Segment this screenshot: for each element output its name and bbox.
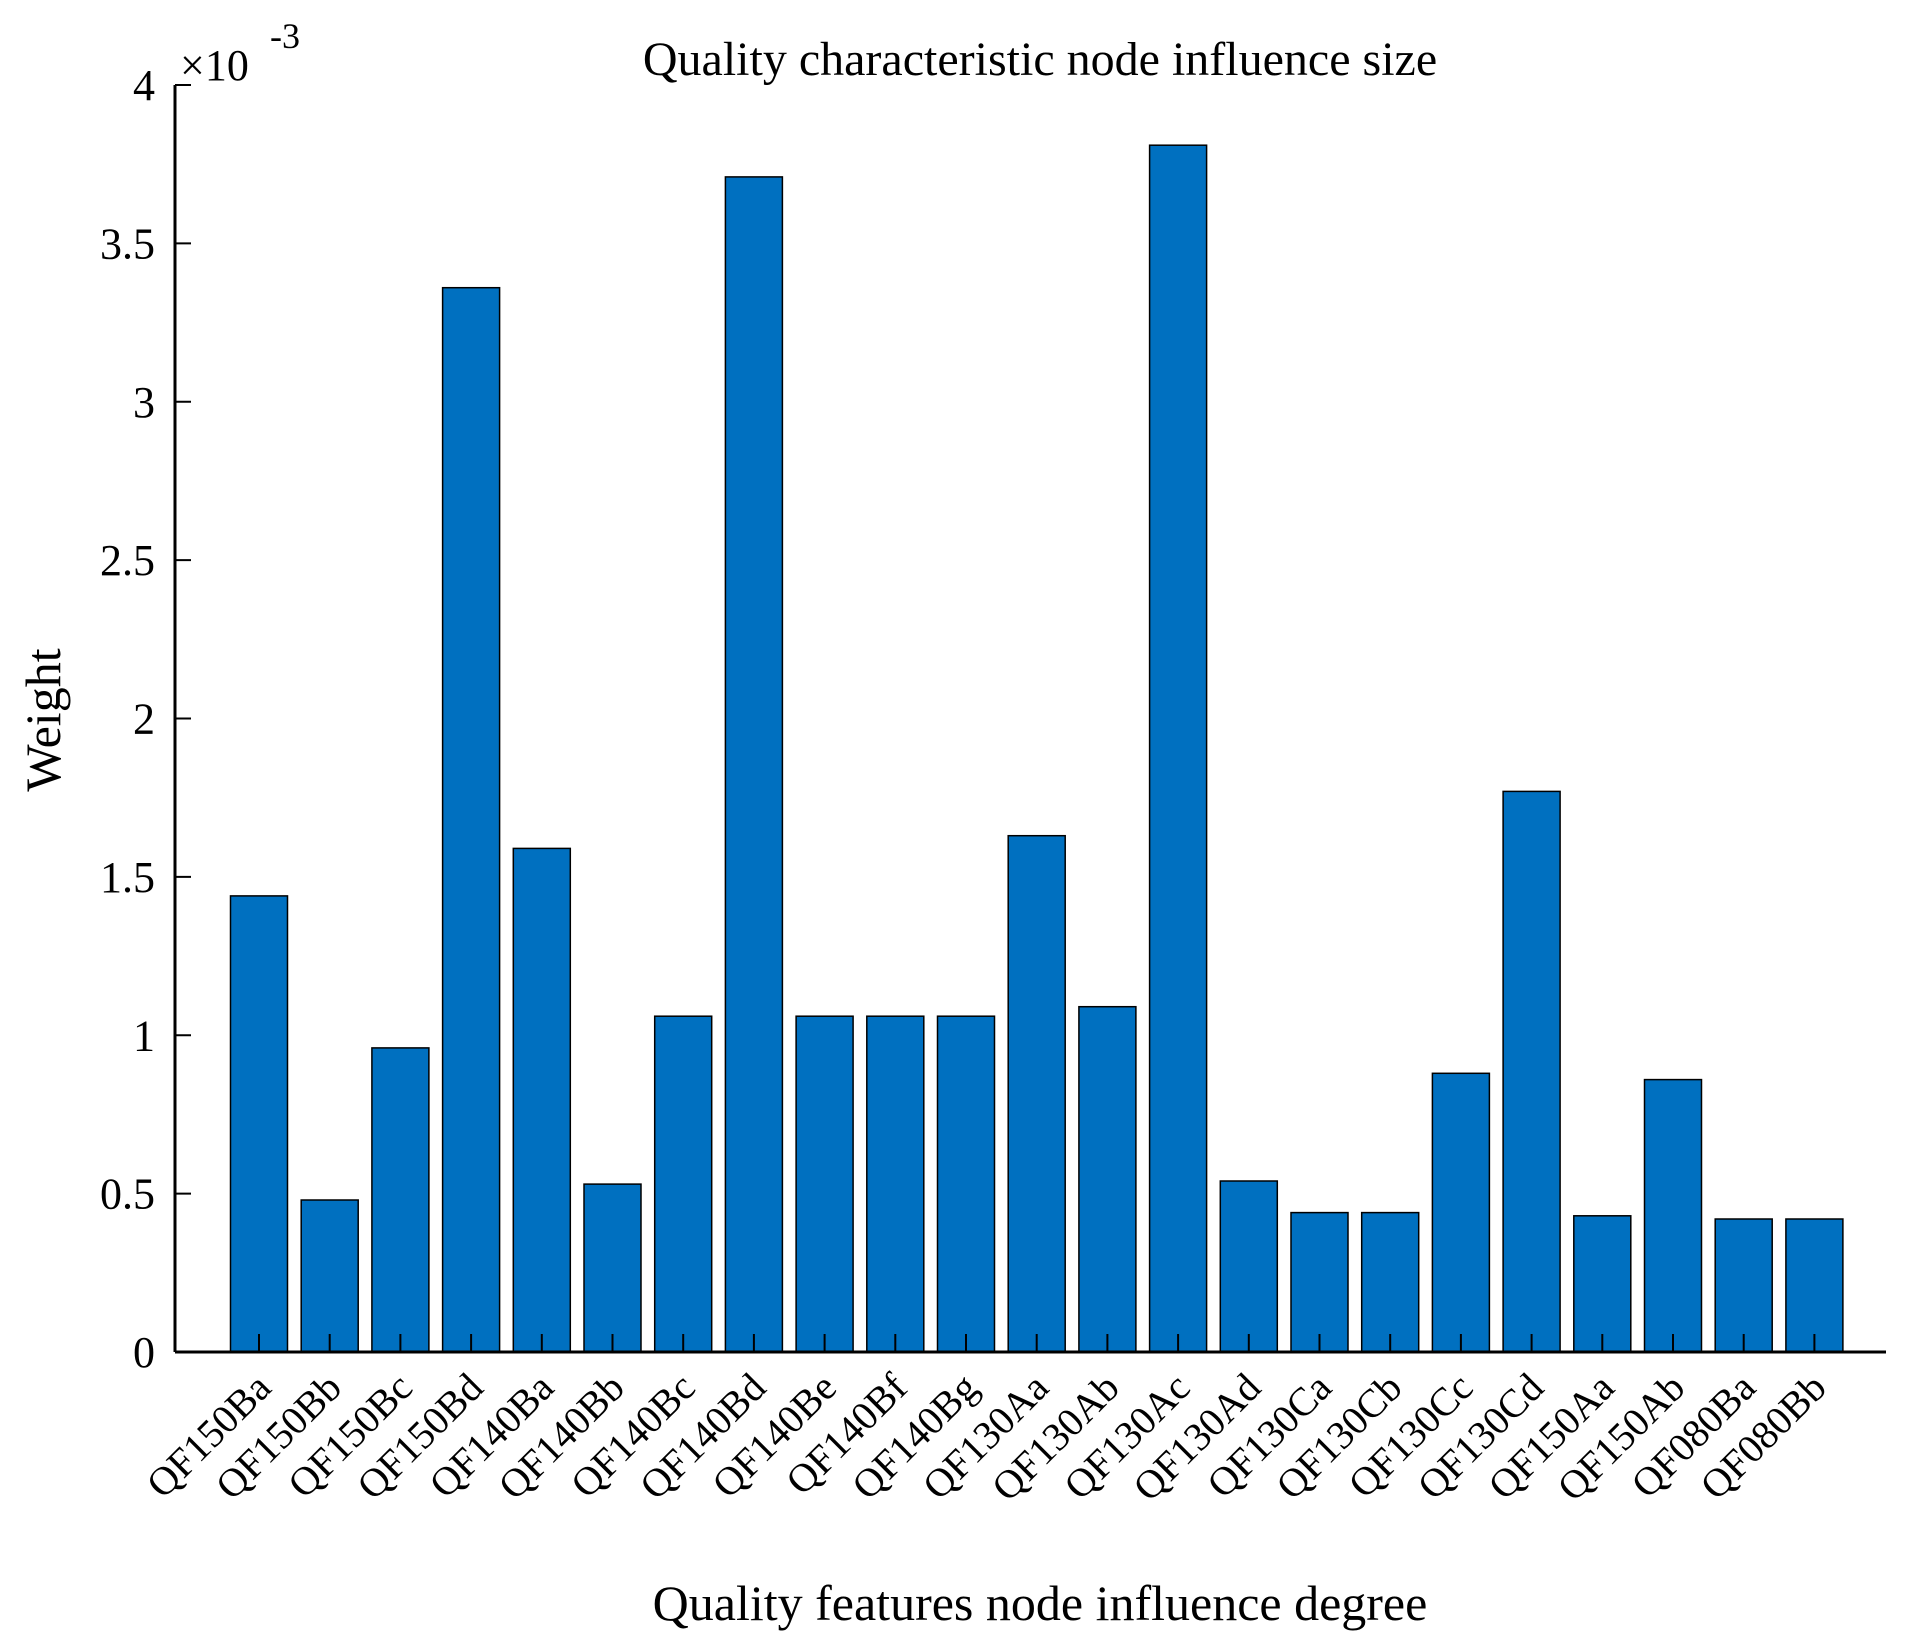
bar-qf140be	[795, 1015, 854, 1353]
y-tick-label: 4	[133, 61, 155, 110]
y-axis-exponent-power: -3	[270, 16, 300, 56]
bar-qf130ad	[1219, 1180, 1279, 1353]
bar-qf150ba	[229, 895, 289, 1353]
bar-qf130ca	[1290, 1211, 1349, 1353]
bar-qf140bd	[724, 176, 784, 1353]
bar-qf150bd	[441, 286, 501, 1353]
bar-qf150bc	[371, 1047, 430, 1353]
bar-qf140bc	[653, 1015, 713, 1353]
y-tick-label: 0	[133, 1328, 155, 1377]
bar-qf130cb	[1360, 1211, 1420, 1353]
chart-title: Quality characteristic node influence si…	[643, 33, 1437, 86]
x-axis-label: Quality features node influence degree	[653, 1575, 1428, 1631]
y-tick-label: 0.5	[100, 1170, 155, 1219]
bar-qf140bb	[583, 1183, 642, 1353]
bars-group	[229, 144, 1844, 1353]
bar-qf140ba	[512, 847, 572, 1353]
bar-qf130ac	[1148, 144, 1208, 1353]
y-ticks-group: 0 0.5 1 1.5 2 2.5 3 3.5 4	[100, 61, 191, 1377]
y-axis-label: Weight	[15, 648, 71, 791]
y-axis-exponent: ×10 -3	[180, 16, 300, 90]
bar-qf150bb	[300, 1199, 359, 1353]
y-tick-label: 3.5	[100, 219, 155, 268]
bar-qf130cc	[1431, 1072, 1491, 1353]
y-tick-label: 3	[133, 378, 155, 427]
y-axis-exponent-base: ×10	[180, 41, 249, 90]
y-tick-label: 1.5	[100, 853, 155, 902]
bar-qf150ab	[1643, 1078, 1703, 1353]
bar-qf130cd	[1502, 790, 1561, 1353]
bar-qf150aa	[1573, 1215, 1632, 1353]
bar-qf140bf	[866, 1015, 925, 1353]
bar-qf080ba	[1714, 1218, 1773, 1353]
bar-qf140bg	[936, 1015, 996, 1353]
bar-qf130aa	[1007, 834, 1066, 1353]
y-tick-label: 2	[133, 695, 155, 744]
y-tick-label: 2.5	[100, 536, 155, 585]
bar-qf080bb	[1785, 1218, 1844, 1353]
bar-qf130ab	[1078, 1005, 1137, 1353]
y-tick-label: 1	[133, 1011, 155, 1060]
